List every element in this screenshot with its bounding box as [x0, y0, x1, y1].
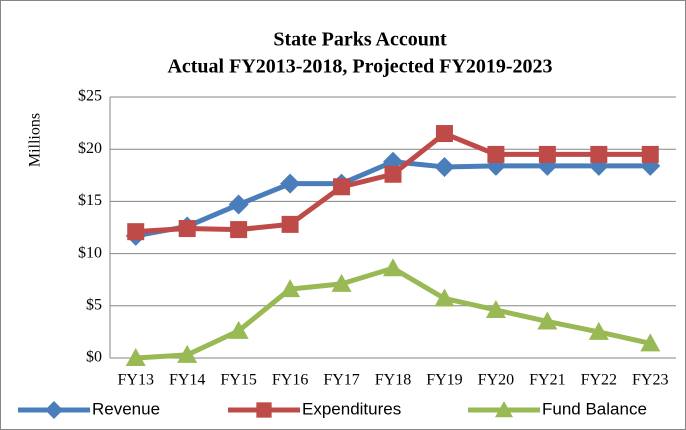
marker [333, 178, 351, 196]
marker [383, 258, 403, 277]
chart-subtitle: Actual FY2013-2018, Projected FY2019-202… [167, 56, 552, 78]
y-tick-label: $20 [78, 140, 102, 157]
marker [230, 221, 248, 239]
marker [281, 215, 299, 233]
x-tick-label: FY13 [118, 372, 154, 389]
legend-label: Revenue [92, 399, 160, 418]
marker [590, 145, 608, 163]
marker [280, 173, 301, 194]
marker [178, 220, 196, 238]
legend-marker [495, 401, 513, 418]
marker [435, 125, 453, 143]
marker [487, 145, 505, 163]
x-tick-label: FY16 [272, 372, 308, 389]
legend-marker [45, 401, 63, 419]
x-tick-label: FY15 [220, 372, 256, 389]
marker [641, 145, 659, 163]
marker [125, 348, 146, 366]
x-tick-label: FY20 [478, 372, 514, 389]
y-axis-label: Millions [27, 113, 44, 167]
x-tick-label: FY21 [529, 372, 565, 389]
marker [177, 344, 198, 363]
x-tick-label: FY17 [323, 372, 359, 389]
y-tick-label: $15 [78, 192, 102, 209]
x-tick-label: FY23 [632, 372, 668, 389]
marker [280, 279, 301, 298]
marker [485, 299, 506, 318]
legend-label: Expenditures [302, 399, 401, 418]
marker [538, 145, 556, 163]
legend-marker [256, 402, 272, 418]
x-tick-label: FY19 [426, 372, 462, 389]
marker [228, 320, 249, 339]
marker [588, 321, 609, 340]
marker [434, 288, 455, 307]
marker [434, 156, 455, 177]
x-tick-label: FY22 [581, 372, 617, 389]
y-tick-label: $10 [78, 244, 102, 261]
legend-label: Fund Balance [542, 399, 647, 418]
marker [640, 333, 661, 352]
y-tick-label: $25 [78, 88, 102, 105]
marker [127, 223, 145, 241]
chart-title: State Parks Account [273, 29, 447, 51]
x-tick-label: FY14 [169, 372, 205, 389]
x-tick-label: FY18 [375, 372, 411, 389]
y-tick-label: $0 [86, 349, 102, 366]
y-tick-label: $5 [86, 296, 102, 313]
marker [537, 311, 558, 330]
marker [331, 273, 352, 292]
marker [228, 194, 249, 215]
marker [384, 165, 402, 183]
